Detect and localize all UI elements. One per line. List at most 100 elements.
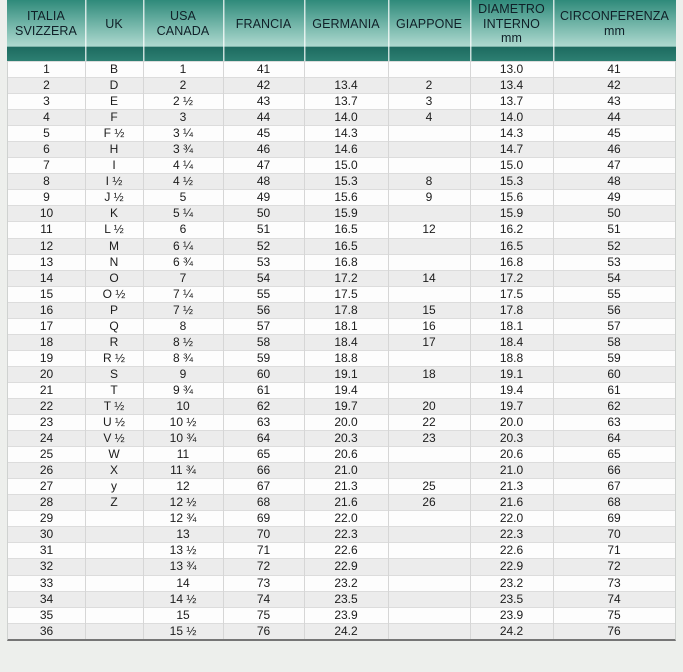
cell-italia-svizzera: 15: [39, 286, 54, 301]
cell-uk: [85, 542, 143, 558]
cell-germania: 19.4: [304, 382, 388, 398]
table-row: 30 13 70 22.3 22.3 70: [8, 526, 675, 543]
cell-giappone: [388, 591, 470, 607]
cell-francia: 48: [223, 173, 304, 189]
cell-usa-canada: 15: [143, 607, 223, 623]
cell-usa-canada: 11: [143, 446, 223, 462]
cell-diametro-interno-mm: 21.6: [470, 494, 553, 510]
cell-germania: 17.5: [304, 286, 388, 302]
cell-germania: 19.1: [304, 366, 388, 382]
cell-circonferenza-mm: 75: [553, 607, 675, 623]
cell-diametro-interno-mm: 17.5: [470, 286, 553, 302]
cell-francia: 66: [223, 462, 304, 478]
cell-usa-canada: 9 ¾: [143, 382, 223, 398]
cell-francia: 72: [223, 558, 304, 574]
cell-circonferenza-mm: 63: [553, 414, 675, 430]
cell-germania: 21.6: [304, 494, 388, 510]
cell-diametro-interno-mm: 20.3: [470, 430, 553, 446]
cell-diametro-interno-mm: 23.2: [470, 575, 553, 591]
cell-italia-svizzera: 16: [39, 302, 54, 317]
cell-diametro-interno-mm: 21.0: [470, 462, 553, 478]
cell-germania: 14.0: [304, 109, 388, 125]
cell-francia: 71: [223, 542, 304, 558]
cell-giappone: [388, 462, 470, 478]
cell-germania: 20.6: [304, 446, 388, 462]
cell-germania: 24.2: [304, 623, 388, 639]
cell-diametro-interno-mm: 22.9: [470, 558, 553, 574]
cell-giappone: [388, 542, 470, 558]
cell-diametro-interno-mm: 17.2: [470, 270, 553, 286]
cell-italia-svizzera: 4: [43, 110, 50, 125]
cell-giappone: [388, 558, 470, 574]
cell-francia: 74: [223, 591, 304, 607]
cell-diametro-interno-mm: 20.6: [470, 446, 553, 462]
cell-diametro-interno-mm: 24.2: [470, 623, 553, 639]
cell-usa-canada: 15 ½: [143, 623, 223, 639]
cell-germania: 15.6: [304, 189, 388, 205]
table-body: 1 B 1 41 13.0 41 2 D 2 42 13.4 2 13.4 42 3 E 2 ½ 43 13.7 3 1…: [7, 61, 676, 641]
cell-diametro-interno-mm: 14.3: [470, 125, 553, 141]
cell-uk: [85, 591, 143, 607]
cell-germania: 22.0: [304, 510, 388, 526]
cell-diametro-interno-mm: 13.7: [470, 93, 553, 109]
cell-germania: [304, 61, 388, 77]
column-header-germania: GERMANIA: [304, 0, 388, 61]
cell-francia: 50: [223, 205, 304, 221]
cell-italia-svizzera: 25: [39, 447, 54, 462]
cell-circonferenza-mm: 62: [553, 398, 675, 414]
cell-italia-svizzera: 19: [39, 350, 54, 365]
cell-francia: 56: [223, 302, 304, 318]
cell-uk: [85, 575, 143, 591]
table-row: 22 T ½ 10 62 19.7 20 19.7 62: [8, 397, 675, 415]
cell-italia-svizzera: 28: [39, 495, 54, 510]
cell-italia-svizzera: 22: [39, 398, 54, 413]
cell-uk: H: [85, 141, 143, 157]
cell-giappone: 12: [388, 221, 470, 237]
cell-francia: 57: [223, 318, 304, 334]
cell-diametro-interno-mm: 15.0: [470, 157, 553, 173]
cell-giappone: [388, 350, 470, 366]
cell-circonferenza-mm: 53: [553, 254, 675, 270]
cell-usa-canada: 11 ¾: [143, 462, 223, 478]
column-header-uk: UK: [85, 0, 143, 61]
cell-italia-svizzera: 12: [39, 238, 54, 253]
cell-francia: 76: [223, 623, 304, 639]
table-row: 21 T 9 ¾ 61 19.4 19.4 61: [8, 382, 675, 398]
cell-usa-canada: 7 ¼: [143, 286, 223, 302]
cell-giappone: [388, 286, 470, 302]
cell-uk: I ½: [85, 173, 143, 189]
cell-circonferenza-mm: 65: [553, 446, 675, 462]
cell-italia-svizzera: 23: [39, 415, 54, 430]
table-row: 14 O 7 54 17.2 14 17.2 54: [8, 269, 675, 286]
cell-usa-canada: 14: [143, 575, 223, 591]
cell-circonferenza-mm: 72: [553, 558, 675, 574]
cell-italia-svizzera: 18: [39, 334, 54, 349]
cell-germania: 13.7: [304, 93, 388, 109]
cell-circonferenza-mm: 70: [553, 526, 675, 542]
cell-uk: T ½: [85, 398, 143, 414]
cell-usa-canada: 6 ¾: [143, 254, 223, 270]
cell-giappone: 22: [388, 414, 470, 430]
cell-germania: 16.5: [304, 238, 388, 254]
cell-germania: 23.9: [304, 607, 388, 623]
cell-usa-canada: 3 ¾: [143, 141, 223, 157]
column-header-circonferenza-mm: CIRCONFERENZA mm: [553, 0, 676, 61]
table-row: 33 14 73 23.2 23.2 73: [8, 575, 675, 591]
cell-italia-svizzera: 31: [39, 543, 54, 558]
cell-giappone: [388, 205, 470, 221]
cell-francia: 52: [223, 238, 304, 254]
cell-uk: L ½: [85, 221, 143, 237]
table-row: 34 14 ½ 74 23.5 23.5 74: [8, 590, 675, 607]
cell-usa-canada: 8: [143, 318, 223, 334]
cell-diametro-interno-mm: 14.0: [470, 109, 553, 125]
cell-germania: 15.0: [304, 157, 388, 173]
cell-diametro-interno-mm: 19.4: [470, 382, 553, 398]
cell-germania: 18.8: [304, 350, 388, 366]
cell-diametro-interno-mm: 18.8: [470, 350, 553, 366]
cell-giappone: 18: [388, 366, 470, 382]
